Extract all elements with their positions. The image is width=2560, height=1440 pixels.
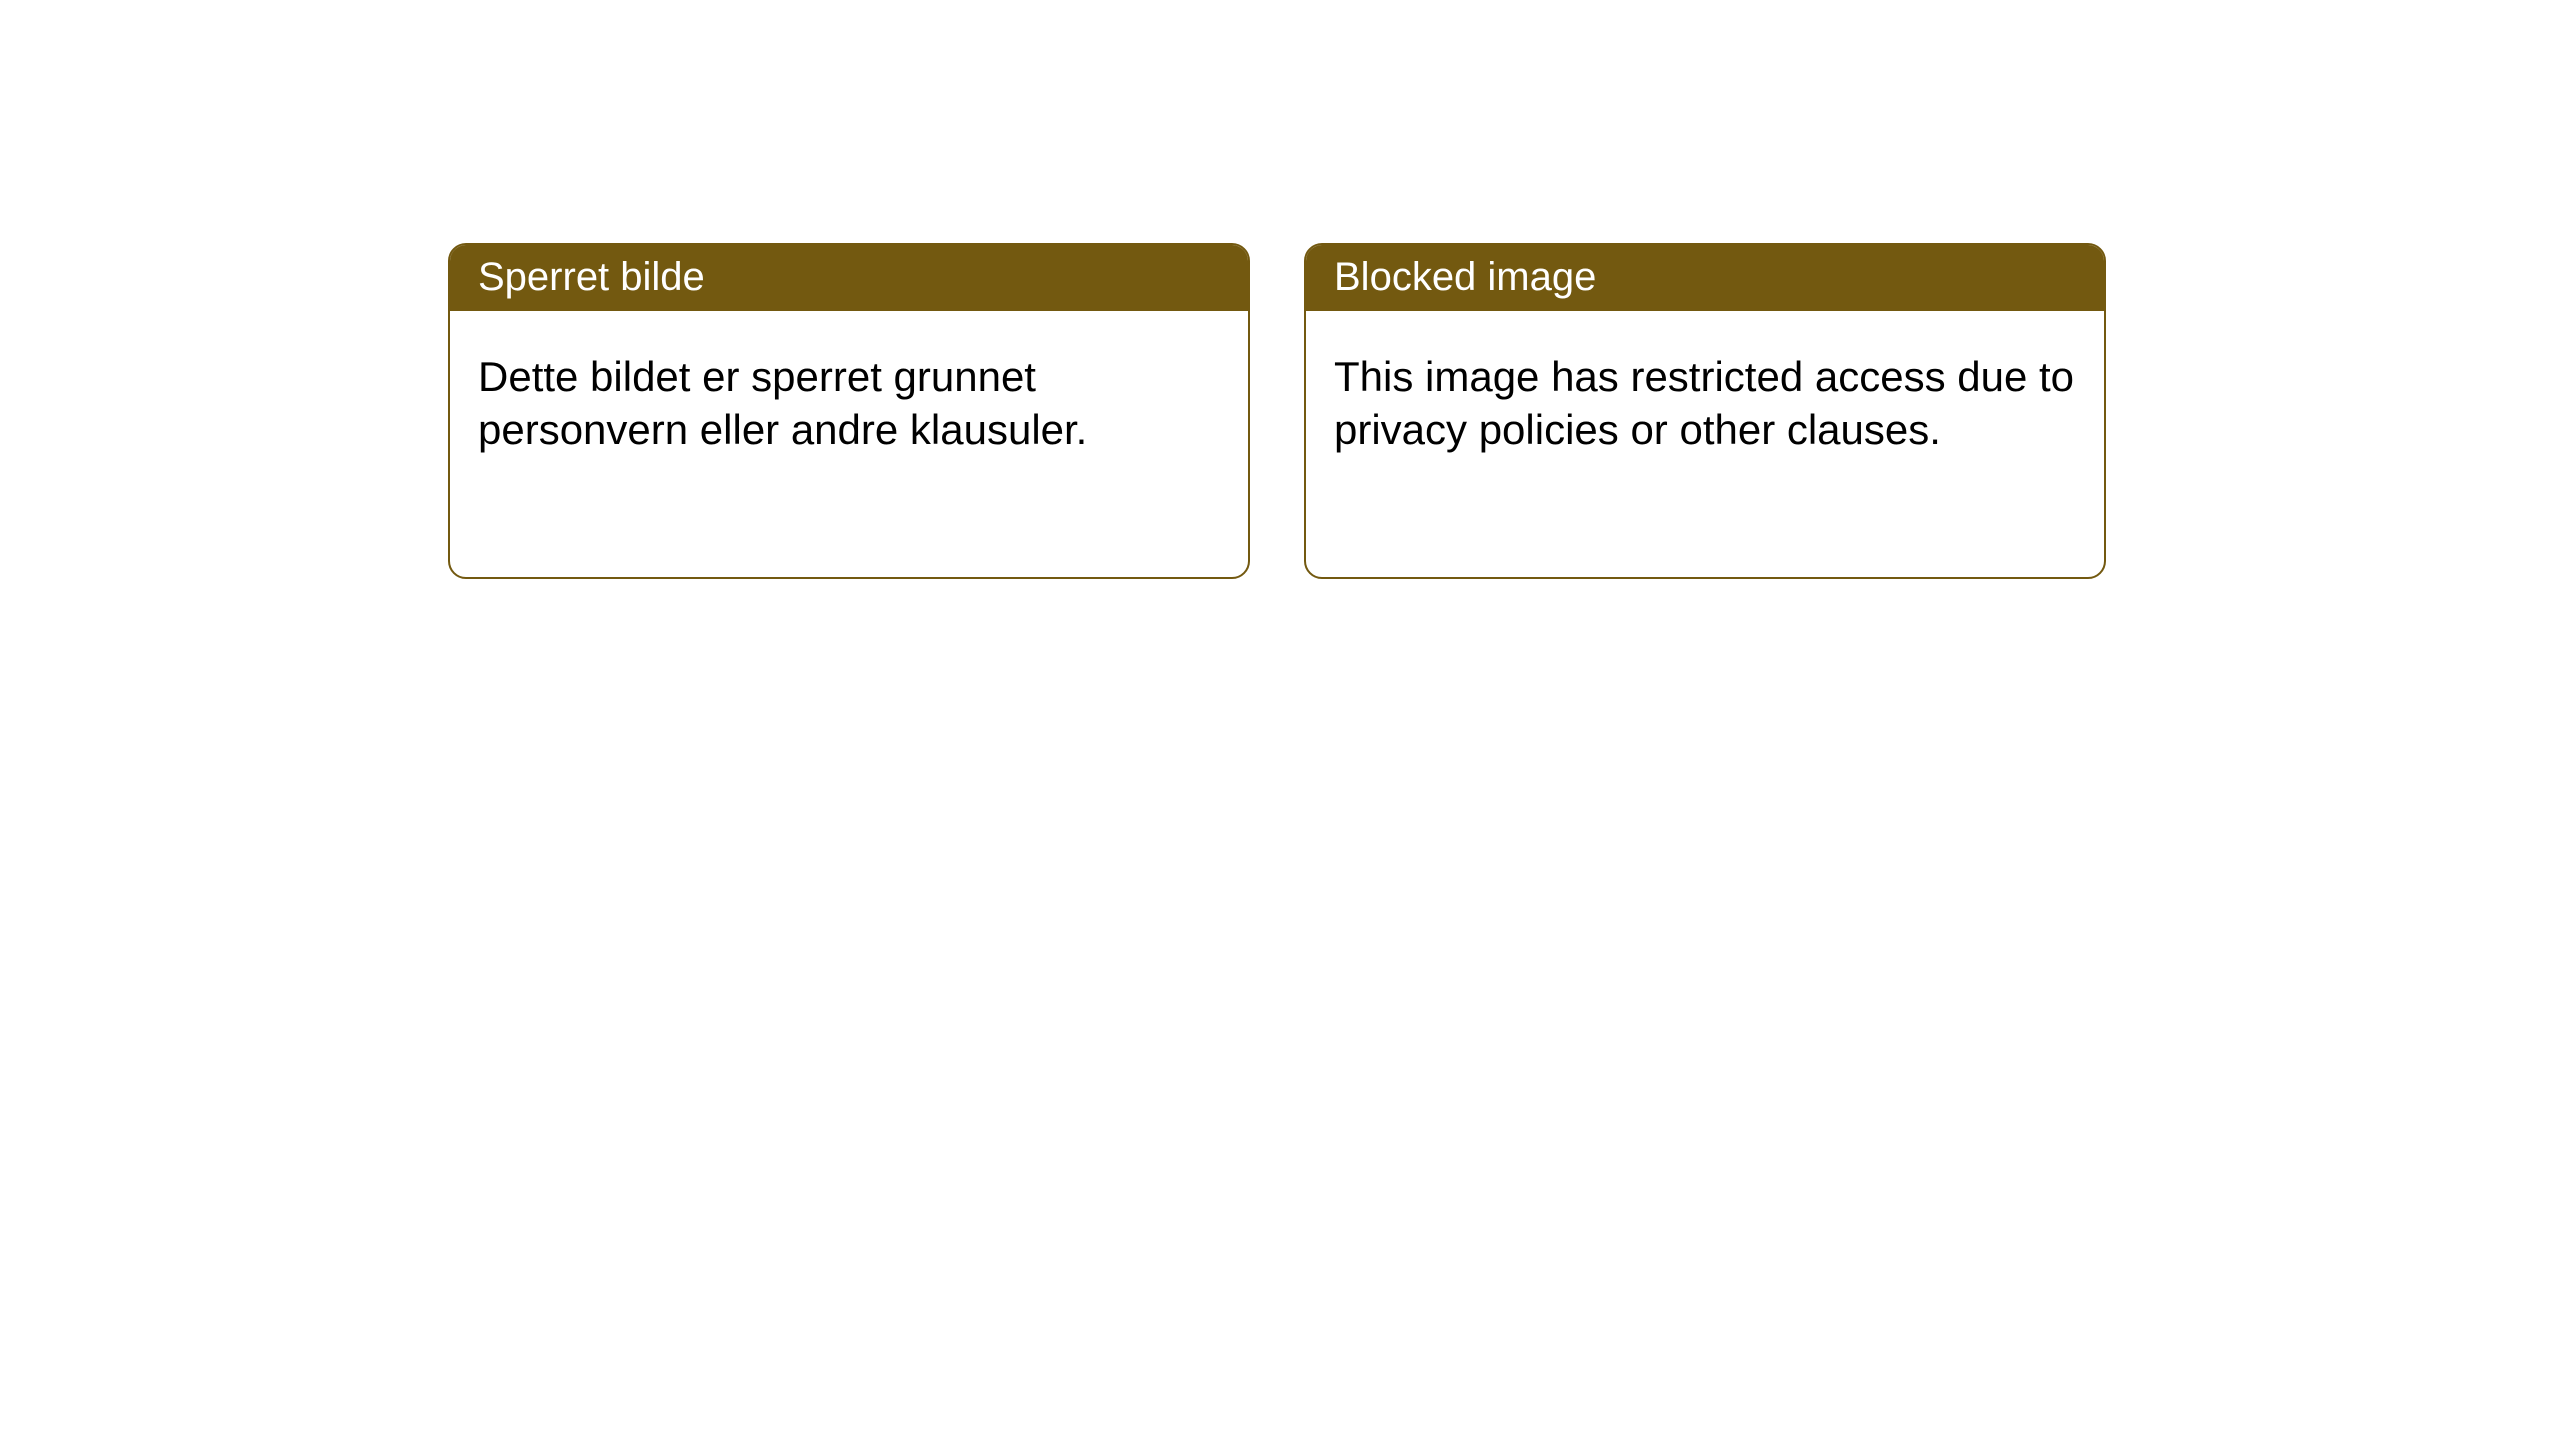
notice-card-english: Blocked image This image has restricted … [1304, 243, 2106, 579]
notice-body: Dette bildet er sperret grunnet personve… [450, 311, 1248, 496]
notice-body: This image has restricted access due to … [1306, 311, 2104, 496]
notice-container: Sperret bilde Dette bildet er sperret gr… [448, 243, 2106, 579]
notice-header: Blocked image [1306, 245, 2104, 311]
notice-header: Sperret bilde [450, 245, 1248, 311]
notice-card-norwegian: Sperret bilde Dette bildet er sperret gr… [448, 243, 1250, 579]
